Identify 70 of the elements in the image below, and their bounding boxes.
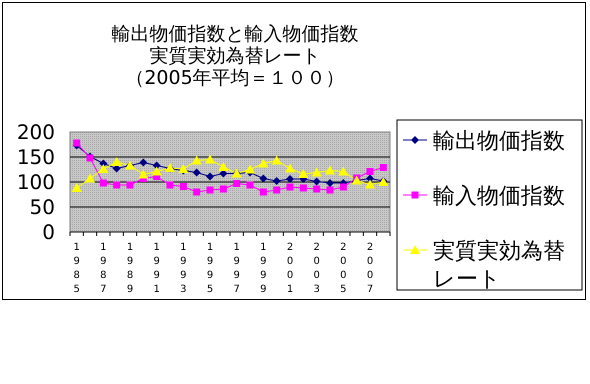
point [193,188,200,196]
point [113,182,120,188]
legend-label: 実質実効為替レート [433,239,565,292]
x-tick-label: 1999 [260,242,267,295]
x-tick-label: 1995 [206,242,214,295]
point [72,183,82,192]
chart-title: 輸出物価指数と輸入物価指数実質実効為替レート [112,23,358,67]
x-tick-label: 2003 [313,242,320,295]
point [300,184,307,192]
point [192,156,202,164]
x-tick-label: 1985 [73,242,80,295]
point [326,186,334,194]
point [259,174,268,182]
point [380,164,387,171]
point [85,174,95,182]
point [285,164,295,172]
x-tick-label: 1997 [233,242,240,295]
point [152,166,162,176]
point [313,186,320,192]
point [366,168,374,175]
point [206,186,214,194]
x-tick-label: 2001 [286,242,294,295]
point [258,158,268,168]
point [180,183,187,190]
point [138,170,148,178]
point [326,179,334,187]
point [338,166,348,176]
chart-subtitle: （2005年平均＝１００） [125,67,345,89]
point [246,182,254,188]
point [366,174,374,182]
x-tick-label: 2005 [340,242,347,295]
point [312,168,322,176]
point [73,140,80,146]
point [260,188,267,196]
point [340,184,347,190]
point [205,154,215,164]
legend-label: 輸入物価指数 [433,184,565,209]
x-tick-label: 1989 [126,242,134,295]
x-tick-label: 1987 [100,242,107,295]
point [220,186,227,192]
point [272,177,281,185]
y-tick-label: 50 [30,195,55,219]
point [298,169,308,178]
point [245,164,255,174]
point [218,162,228,171]
legend-label: 輸出物価指数 [433,129,565,154]
point [139,158,148,166]
point [286,175,294,183]
point [100,180,107,186]
point [112,157,122,166]
point [206,172,214,180]
point [272,156,282,164]
point [126,182,134,188]
point [312,178,321,186]
x-tick-label: 1993 [180,242,187,295]
point [273,186,280,194]
y-tick-label: 150 [16,145,55,169]
x-tick-label: 2007 [366,242,374,295]
point [286,184,294,190]
point [178,164,188,173]
point [166,182,174,188]
point [325,166,335,174]
point [365,180,375,188]
y-tick-label: 200 [16,120,55,144]
x-tick-label: 1991 [153,242,160,295]
point [233,180,240,187]
y-tick-label: 100 [16,170,55,194]
point [98,164,108,173]
y-tick-label: 0 [42,220,55,244]
point [192,168,201,176]
